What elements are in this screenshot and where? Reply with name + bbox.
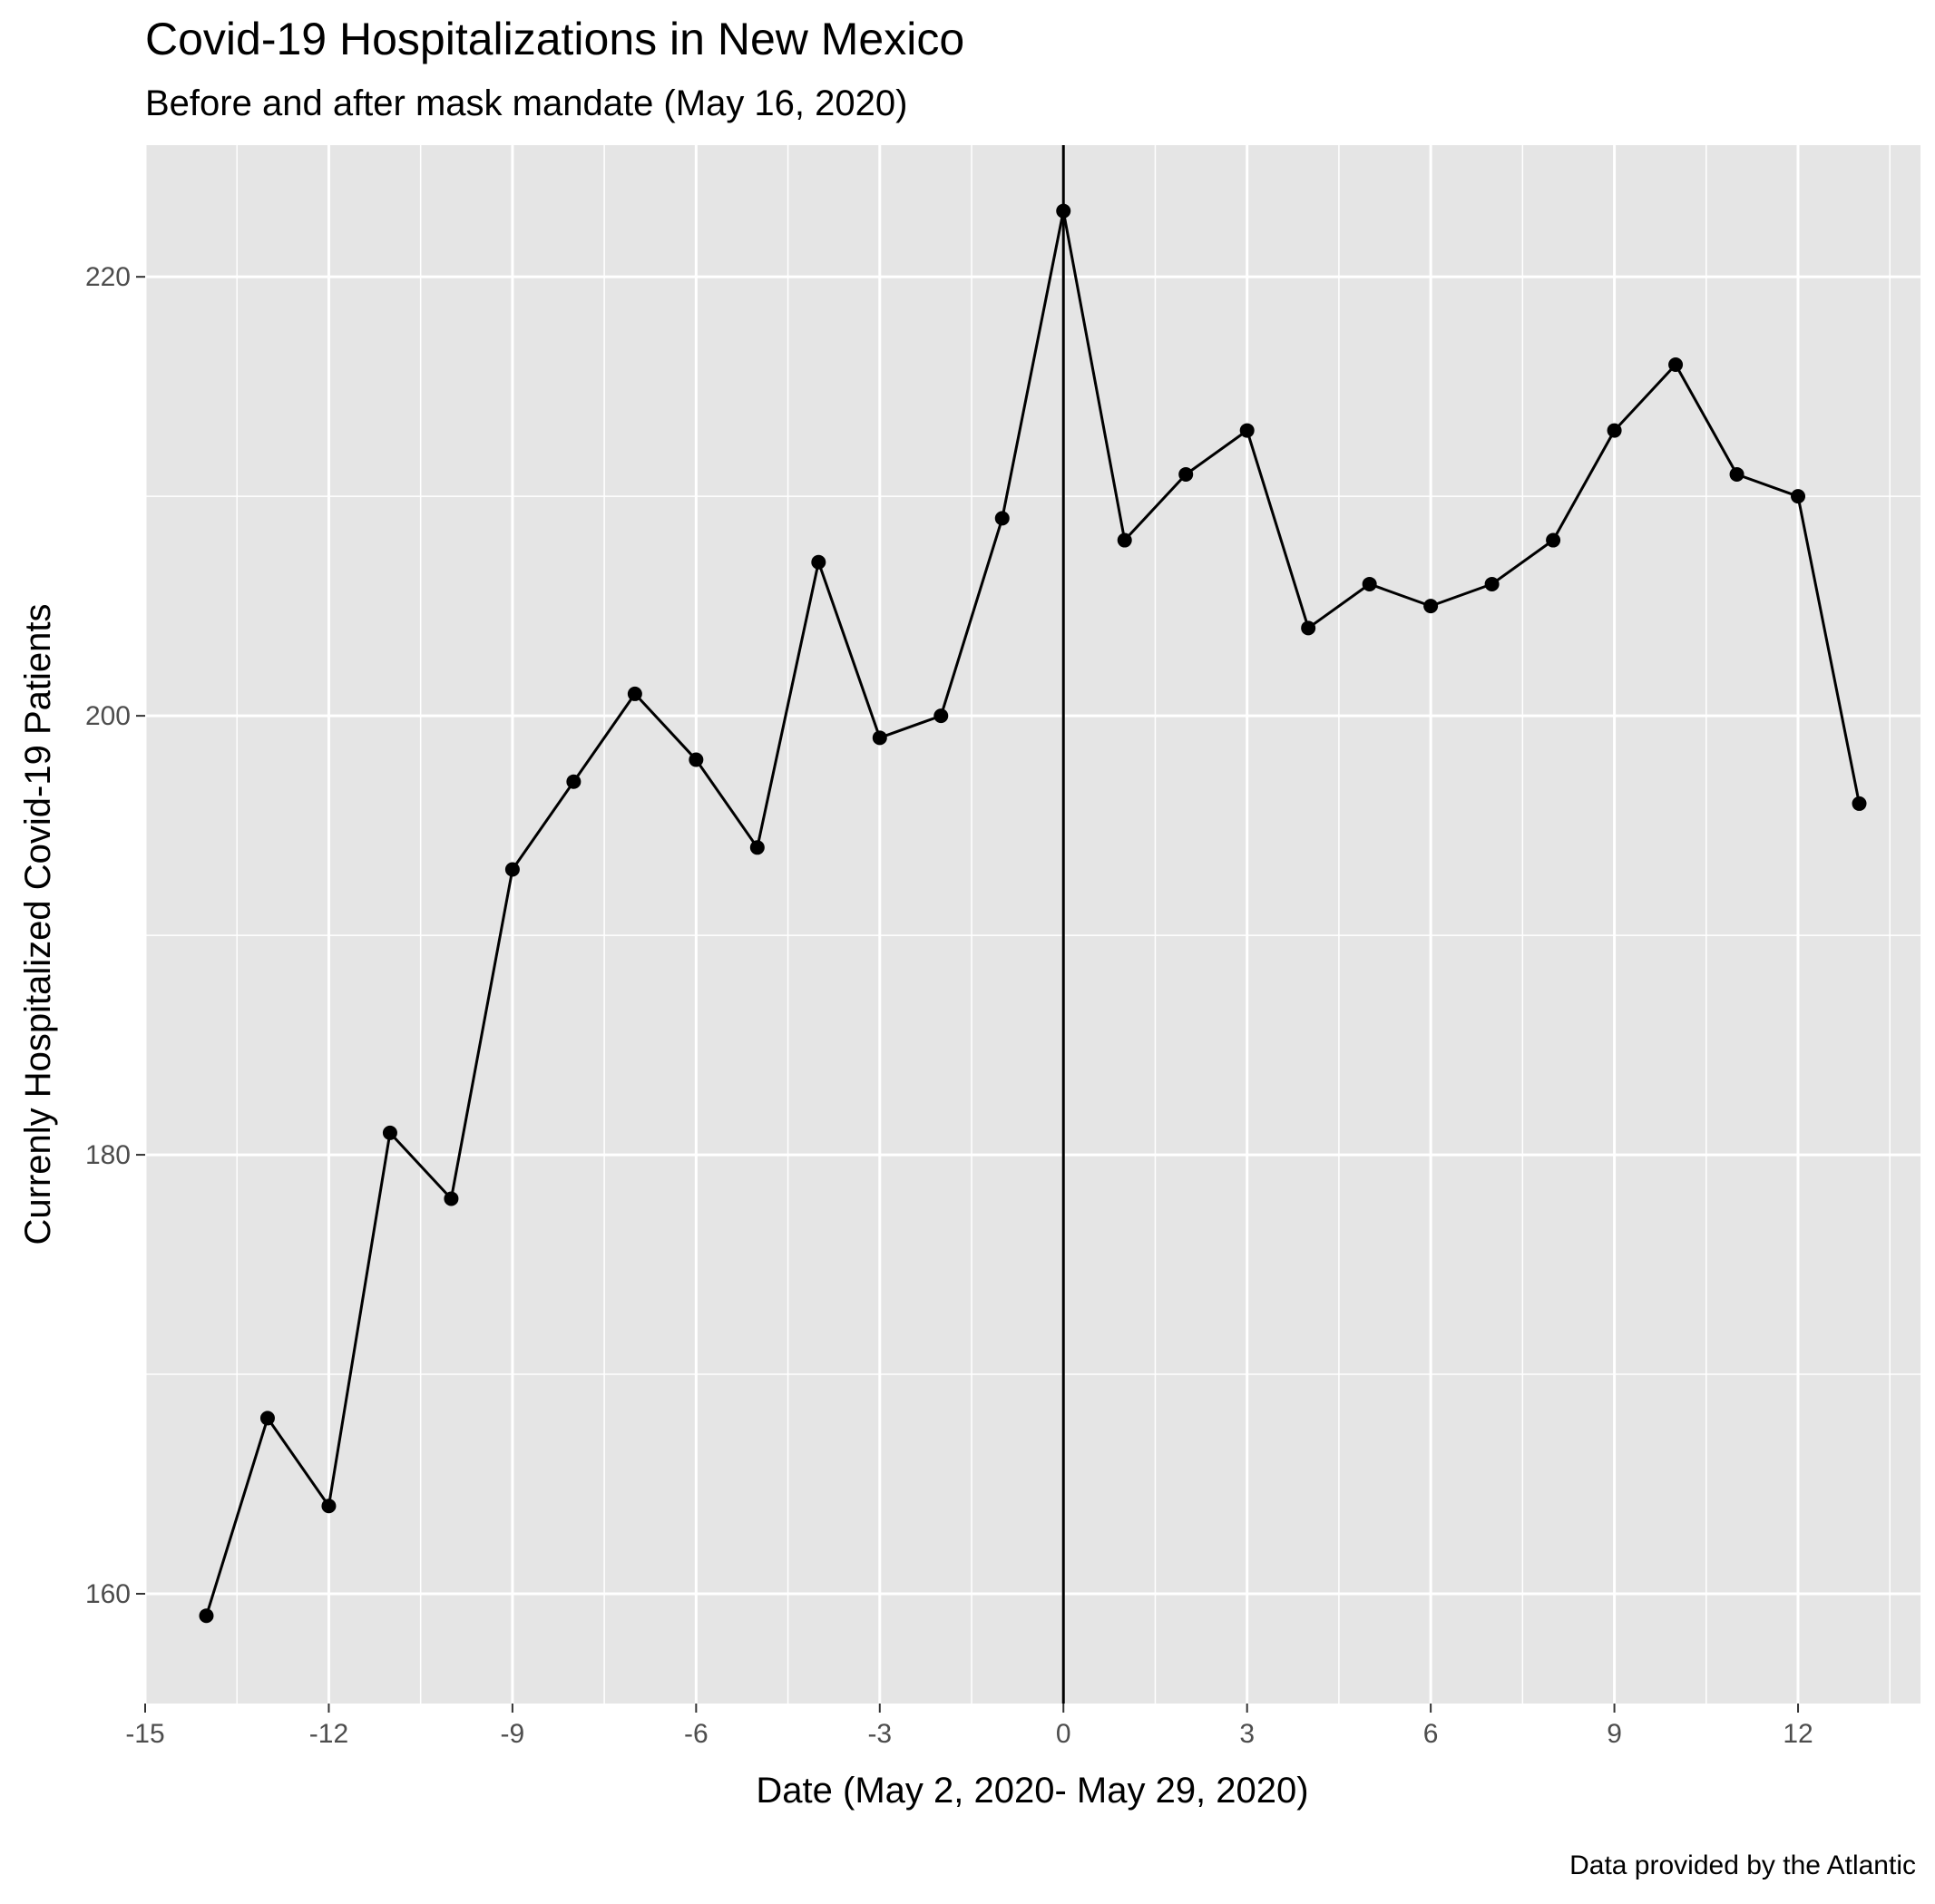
data-point	[872, 730, 887, 746]
y-tick-label: 200	[85, 701, 131, 731]
x-axis-title: Date (May 2, 2020- May 29, 2020)	[756, 1771, 1308, 1811]
data-point	[1791, 489, 1806, 504]
series-line	[205, 210, 1861, 1616]
y-tick-label: 160	[85, 1579, 131, 1609]
chart-subtitle: Before and after mask mandate (May 16, 2…	[145, 83, 907, 123]
x-tick-label: -9	[501, 1719, 525, 1749]
data-point	[1117, 532, 1132, 548]
data-point	[566, 774, 581, 789]
data-point	[504, 862, 520, 877]
data-point	[1729, 466, 1744, 482]
data-point	[749, 840, 765, 855]
data-point	[1301, 620, 1316, 636]
data-point	[1607, 423, 1622, 438]
x-tick-label: -12	[309, 1719, 348, 1749]
data-point	[1546, 532, 1561, 548]
data-point	[382, 1125, 397, 1140]
x-tick-label: -15	[125, 1719, 164, 1749]
data-point	[1178, 466, 1194, 482]
x-tick-label: -6	[684, 1719, 709, 1749]
data-point	[811, 554, 826, 570]
y-axis-title: Currenly Hospitalized Covid-19 Patients	[18, 604, 58, 1245]
plot-panel	[145, 145, 1920, 1704]
data-point	[199, 1608, 214, 1624]
y-tick-label: 180	[85, 1140, 131, 1170]
x-tick-label: 9	[1607, 1719, 1622, 1749]
data-point	[444, 1191, 459, 1206]
data-point	[1056, 203, 1071, 219]
chart-title: Covid-19 Hospitalizations in New Mexico	[145, 14, 964, 64]
data-point	[321, 1499, 337, 1514]
data-series	[199, 203, 1867, 1624]
x-tick-label: 12	[1783, 1719, 1813, 1749]
data-point	[627, 686, 642, 701]
data-point	[933, 708, 949, 724]
y-tick-label: 220	[85, 262, 131, 292]
data-point	[689, 752, 704, 767]
data-point	[1239, 423, 1255, 438]
axes: -15 -12 -9 -6 -3 0 3 6 9 12 160 180 200 220	[85, 262, 1813, 1749]
data-point	[1852, 796, 1867, 811]
data-point	[994, 511, 1010, 526]
data-point	[1668, 356, 1684, 372]
data-point	[1362, 576, 1377, 591]
x-tick-label: 6	[1423, 1719, 1439, 1749]
data-point	[1484, 576, 1500, 591]
data-point	[1423, 599, 1439, 614]
x-tick-label: 0	[1056, 1719, 1071, 1749]
x-tick-label: 3	[1239, 1719, 1255, 1749]
chart-caption: Data provided by the Atlantic	[1569, 1850, 1916, 1880]
x-tick-label: -3	[867, 1719, 892, 1749]
minor-gridlines	[145, 145, 1920, 1704]
data-point	[259, 1411, 275, 1426]
